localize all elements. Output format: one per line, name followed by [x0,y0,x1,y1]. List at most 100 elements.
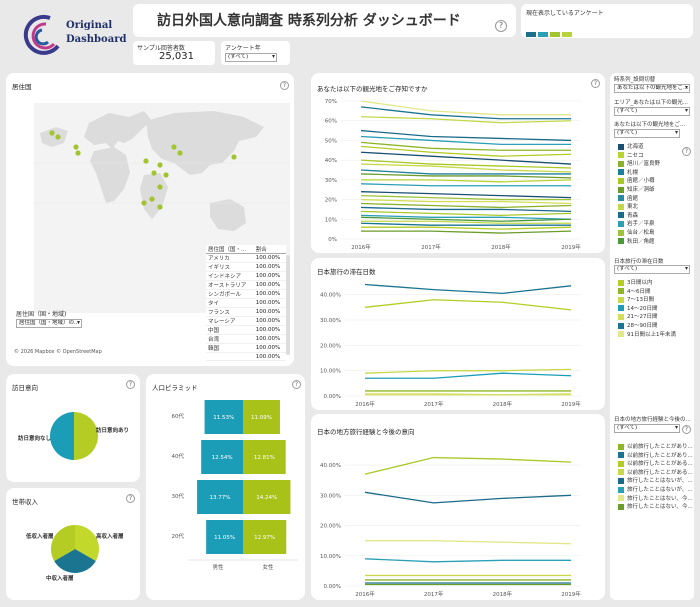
series-line[interactable] [364,558,571,563]
filter5-select[interactable]: (すべて) [614,424,680,433]
map-country-dot[interactable] [149,196,155,202]
legend-item[interactable]: 仙台／松島 [618,229,655,237]
series-line[interactable] [364,456,572,475]
map-country-dot[interactable] [177,150,183,156]
female-bar[interactable] [243,480,291,514]
map-country-dot[interactable] [163,172,169,178]
legend-item[interactable]: 以前旅行したことがある... [618,469,693,477]
filter4-select[interactable]: (すべて) [614,265,690,274]
series-line[interactable] [360,145,572,157]
map-country-dot[interactable] [157,204,163,210]
legend-item[interactable]: 91日間以上1年未満 [618,331,676,339]
series-line[interactable] [364,283,572,295]
male-bar[interactable] [201,440,243,474]
legend-item[interactable]: 4〜6日間 [618,288,651,296]
series-line[interactable] [364,299,572,311]
share-col-header[interactable]: 割合 [253,245,286,254]
series-line[interactable] [360,183,571,187]
series-line[interactable] [361,230,572,234]
series-line[interactable] [360,106,571,120]
series-line[interactable] [365,540,572,545]
map-country-dot[interactable] [55,134,61,140]
female-bar[interactable] [243,440,286,474]
series-line[interactable] [360,191,572,199]
map-country-dot[interactable] [49,130,55,136]
survey-swatch[interactable] [538,32,548,37]
male-bar[interactable] [206,520,243,554]
series-line[interactable] [360,210,572,216]
legend-item[interactable]: 函館／小樽 [618,177,655,185]
map-country-dot[interactable] [143,158,149,164]
series-line[interactable] [360,194,571,201]
series-line[interactable] [365,372,572,379]
legend-item[interactable]: 旅行したことはないが、... [618,486,693,494]
series-line[interactable] [360,202,572,209]
table-row[interactable]: インドネシア 100.00% [206,271,286,281]
series-line[interactable] [360,169,571,175]
filter3-select[interactable]: (すべて) [614,129,680,138]
table-row[interactable]: オーストラリア 100.00% [206,280,286,290]
country-table-scrollbar[interactable] [286,255,290,355]
survey-swatch[interactable] [526,32,536,37]
legend-item[interactable]: 以前旅行したことがあり... [618,452,693,460]
table-row[interactable]: タイ 100.00% [206,298,286,308]
series-line[interactable] [360,173,572,179]
legend-item[interactable]: 7〜13日間 [618,296,654,304]
table-row[interactable]: イギリス 100.00% [206,262,286,272]
survey-swatch[interactable] [562,32,572,37]
table-row[interactable]: アメリカ 100.00% [206,253,286,263]
legend-item[interactable]: 旅行したことはないが、... [618,477,693,485]
legend3-help-icon[interactable]: ? [682,425,691,434]
survey-swatch[interactable] [550,32,560,37]
regional-line-chart[interactable]: 0.00% 10.00% 20.00% 30.00% 40.00% 2016年 2017年 2… [311,436,605,600]
legend-item[interactable]: 以前旅行したことがある... [618,460,693,468]
legend-item[interactable]: 28〜90日間 [618,322,658,330]
map-country-dot[interactable] [75,150,81,156]
series-line[interactable] [360,129,572,142]
legend-item[interactable]: 函館 [618,195,638,203]
income-help-icon[interactable]: ? [126,494,135,503]
series-line[interactable] [360,222,571,226]
map-country-dot[interactable] [151,170,157,176]
legend-item[interactable]: 秋田／角館 [618,238,655,246]
header-help-icon[interactable]: ? [495,20,507,32]
series-line[interactable] [360,100,571,116]
series-line[interactable] [364,491,572,504]
filter2-select[interactable]: (すべて) [614,107,690,116]
series-line[interactable] [360,198,572,205]
legend-item[interactable]: 北海道 [618,143,644,151]
table-row[interactable]: 中国 100.00% [206,325,286,335]
filter1-select[interactable]: あなたは以下の観光地をご... [614,84,690,93]
intent-help-icon[interactable]: ? [126,380,135,389]
legend-item[interactable]: 3日間以内 [618,279,653,287]
legend-item[interactable]: ニセコ [618,152,644,160]
series-line[interactable] [364,368,572,374]
series-line[interactable] [361,226,572,230]
legend-item[interactable]: 21〜27日間 [618,313,658,321]
legend1-help-icon[interactable]: ? [682,147,691,156]
table-row[interactable]: フランス 100.00% [206,307,286,317]
map-country-dot[interactable] [141,200,147,206]
series-line[interactable] [360,206,572,213]
table-row[interactable]: マレーシア 100.00% [206,316,286,326]
table-row[interactable]: 100.00% [206,352,286,362]
legend-item[interactable]: 岩手／平泉 [618,220,655,228]
map-country-dot[interactable] [231,154,237,160]
female-bar[interactable] [243,400,280,434]
year-filter-select[interactable]: (すべて) [225,53,277,62]
series-line[interactable] [360,116,572,124]
intent-pie[interactable] [48,410,100,462]
map-country-dot[interactable] [157,162,163,168]
legend-item[interactable]: 青森 [618,212,638,220]
series-line[interactable] [360,141,571,151]
country-col-header[interactable]: 居住国（国・... [206,245,254,254]
table-row[interactable]: シンガポール 100.00% [206,289,286,299]
awareness-help-icon[interactable]: ? [591,79,600,88]
series-line[interactable] [360,163,572,173]
map-country-dot[interactable] [171,144,177,150]
table-row[interactable]: 韓国 100.00% [206,343,286,353]
legend-item[interactable]: 旭川／富良野 [618,160,660,168]
legend-item[interactable]: 東北 [618,203,638,211]
map-country-dot[interactable] [157,184,163,190]
legend-item[interactable]: 札幌 [618,169,638,177]
